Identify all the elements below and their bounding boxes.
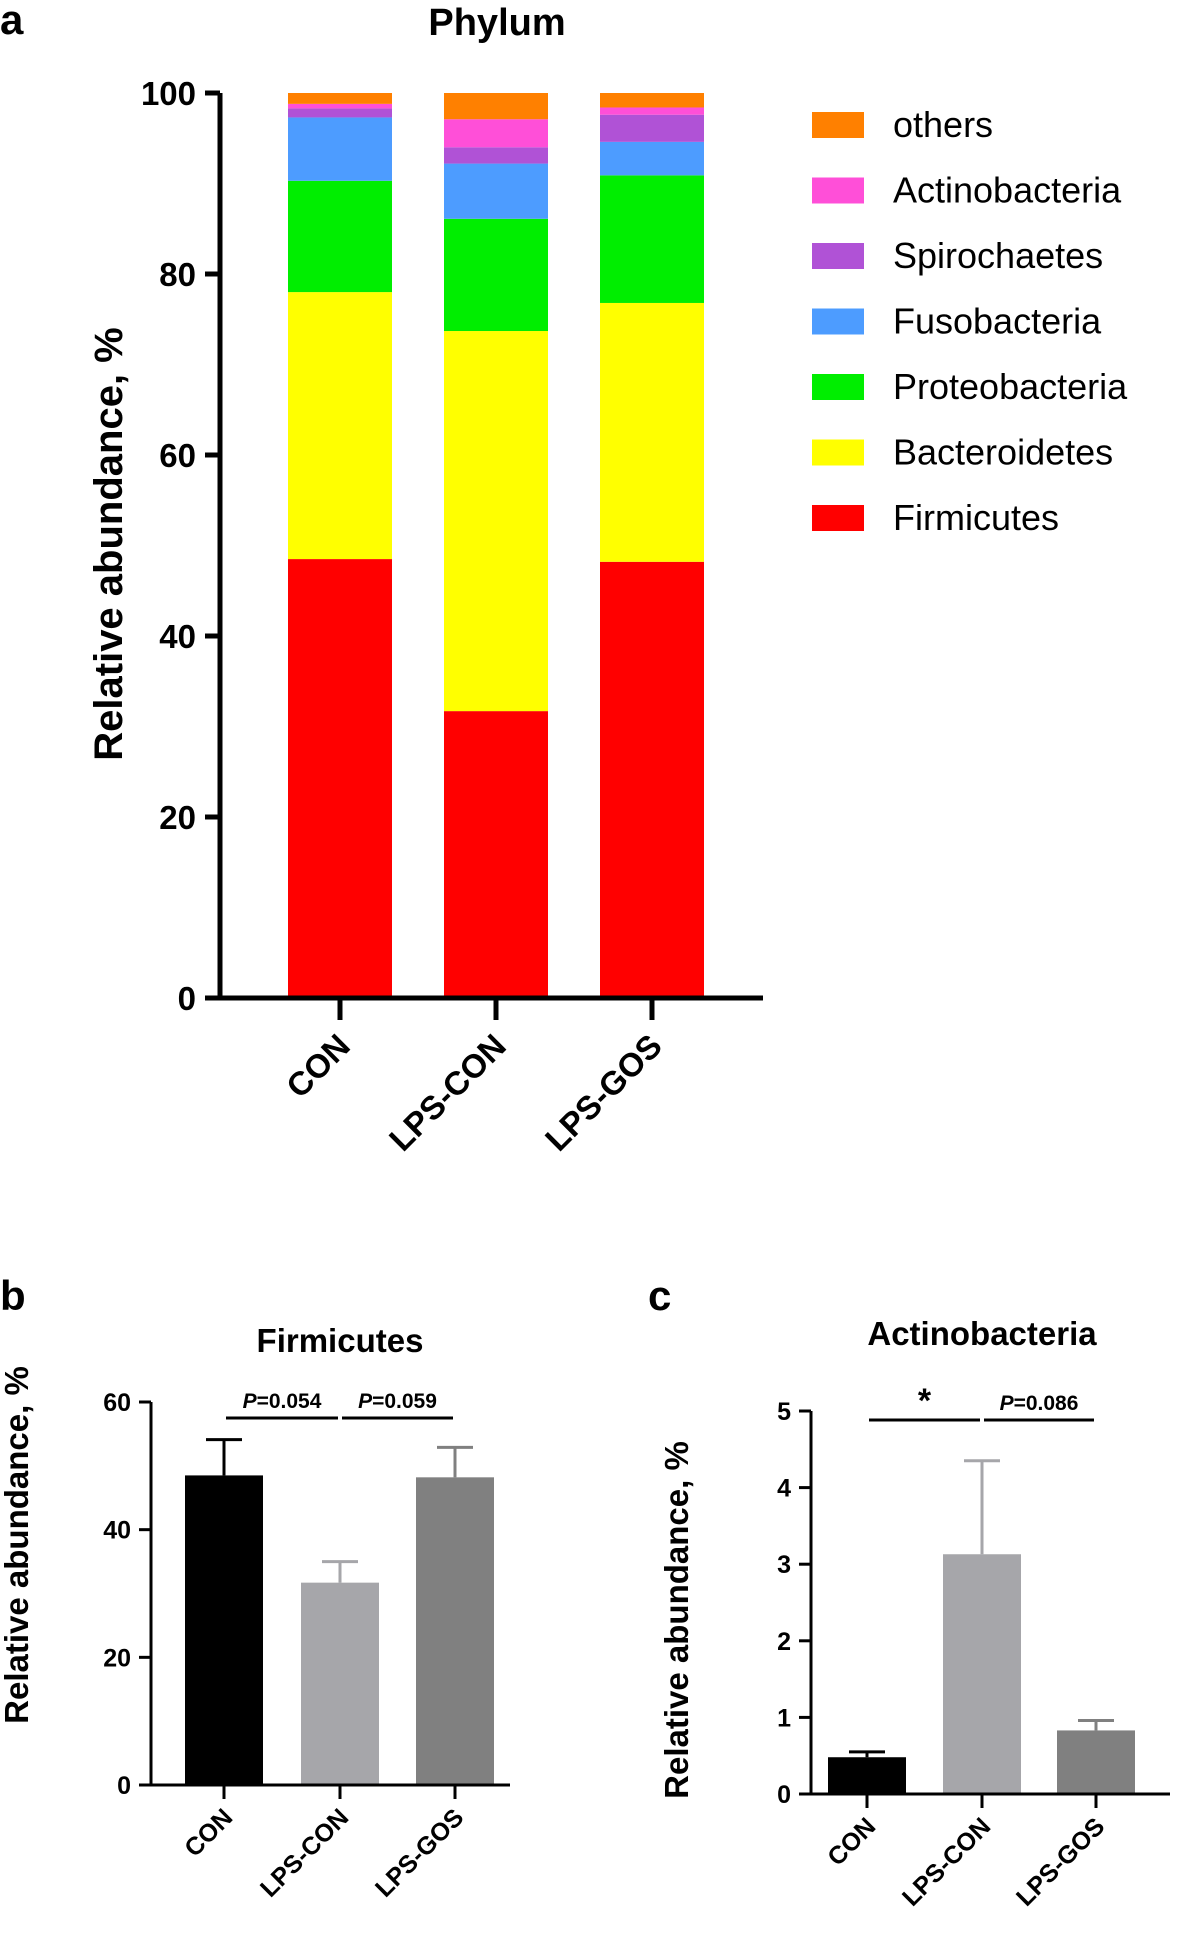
legend-label-proteobacteria: Proteobacteria: [893, 366, 1128, 407]
legend-swatch-firmicutes: [812, 505, 864, 531]
panel-b-title: Firmicutes: [257, 1322, 424, 1359]
y-tick-label: 4: [777, 1475, 791, 1503]
y-tick-label: 60: [159, 437, 196, 474]
y-tick-label: 0: [178, 980, 196, 1017]
y-tick-label: 40: [159, 618, 196, 655]
bar-lps-con-others: [444, 93, 548, 120]
bar-con: [828, 1757, 906, 1794]
bar-con-firmicutes: [288, 559, 392, 998]
bar-con-fusobacteria: [288, 117, 392, 181]
significance-label: *: [918, 1382, 932, 1420]
panel-a-chart: Phylum Relative abundance, % 0 20 40 60 80 10…: [87, 2, 1128, 1158]
bar-lps-gos-others: [600, 93, 704, 108]
x-tick-label-lps-gos: LPS-GOS: [1011, 1812, 1110, 1911]
y-tick-label: 0: [117, 1772, 131, 1800]
y-tick-label: 100: [141, 75, 196, 112]
bar-con-others: [288, 93, 392, 104]
bar-lps-gos: [416, 1477, 494, 1785]
panel-letter-b: b: [0, 1272, 26, 1319]
bar-lps-con-fusobacteria: [444, 163, 548, 219]
significance-label: P=0.059: [358, 1390, 437, 1413]
y-tick-label: 3: [777, 1551, 791, 1579]
x-tick-label-con: CON: [279, 1027, 357, 1105]
legend-label-actinobacteria: Actinobacteria: [893, 170, 1122, 211]
significance-label: P=0.054: [243, 1390, 322, 1413]
bar-lps-con-actinobacteria: [444, 119, 548, 148]
legend-label-fusobacteria: Fusobacteria: [893, 301, 1102, 342]
legend-label-spirochaetes: Spirochaetes: [893, 235, 1103, 276]
bar-con-actinobacteria: [288, 103, 392, 109]
x-tick-label-con: CON: [822, 1812, 881, 1871]
y-tick-label: 0: [777, 1781, 791, 1809]
panel-a-ylabel: Relative abundance, %: [87, 327, 131, 760]
bar-lps-gos-proteobacteria: [600, 175, 704, 303]
y-tick-label: 20: [159, 799, 196, 836]
legend-label-bacteroidetes: Bacteroidetes: [893, 432, 1113, 473]
y-tick-label: 5: [777, 1398, 791, 1426]
panel-c-chart: Actinobacteria Relative abundance, % 0 1 2…: [658, 1315, 1170, 1912]
legend-swatch-spirochaetes: [812, 243, 864, 269]
legend-swatch-fusobacteria: [812, 308, 864, 335]
bar-lps-gos: [1057, 1730, 1135, 1794]
bar-con-bacteroidetes: [288, 292, 392, 560]
legend-swatch-others: [812, 112, 864, 138]
legend-swatch-actinobacteria: [812, 177, 864, 204]
x-tick-label-con: CON: [179, 1803, 238, 1862]
y-tick-label: 80: [159, 256, 196, 293]
bar-con-proteobacteria: [288, 180, 392, 293]
y-tick-label: 2: [777, 1628, 791, 1656]
x-tick-label-lps-gos: LPS-GOS: [370, 1803, 469, 1902]
bar-lps-gos-spirochaetes: [600, 114, 704, 142]
bar-con: [185, 1475, 263, 1785]
bar-lps-gos-bacteroidetes: [600, 302, 704, 562]
panel-letter-a: a: [0, 0, 24, 43]
x-tick-label-lps-con: LPS-CON: [897, 1812, 996, 1911]
y-tick-label: 60: [103, 1389, 131, 1417]
bar-lps-con: [301, 1582, 379, 1785]
panel-b-chart: Firmicutes Relative abundance, % 0 20 40 60…: [0, 1322, 510, 1903]
legend-swatch-proteobacteria: [812, 374, 864, 400]
bar-con-spirochaetes: [288, 108, 392, 118]
bar-lps-gos-fusobacteria: [600, 141, 704, 176]
legend-swatch-bacteroidetes: [812, 439, 864, 466]
x-tick-label-lps-con: LPS-CON: [255, 1803, 354, 1902]
x-tick-label-lps-gos: LPS-GOS: [538, 1027, 669, 1158]
legend-label-others: others: [893, 104, 993, 145]
y-tick-label: 1: [777, 1704, 791, 1732]
y-tick-label: 40: [103, 1517, 131, 1545]
panel-letter-c: c: [648, 1272, 671, 1319]
panel-b-ylabel: Relative abundance, %: [0, 1366, 35, 1724]
bar-lps-con-proteobacteria: [444, 218, 548, 332]
bar-lps-gos-actinobacteria: [600, 107, 704, 115]
y-tick-label: 20: [103, 1644, 131, 1672]
panel-c-title: Actinobacteria: [867, 1315, 1097, 1352]
panel-c-ylabel: Relative abundance, %: [658, 1441, 695, 1799]
legend-label-firmicutes: Firmicutes: [893, 497, 1059, 538]
significance-label: P=0.086: [1000, 1392, 1079, 1415]
bar-lps-con-spirochaetes: [444, 147, 548, 164]
bar-lps-con-bacteroidetes: [444, 331, 548, 712]
bar-lps-con-firmicutes: [444, 711, 548, 998]
panel-a-title: Phylum: [428, 2, 565, 44]
bar-lps-gos-firmicutes: [600, 561, 704, 998]
bar-lps-con: [943, 1554, 1021, 1794]
x-tick-label-lps-con: LPS-CON: [382, 1027, 513, 1158]
